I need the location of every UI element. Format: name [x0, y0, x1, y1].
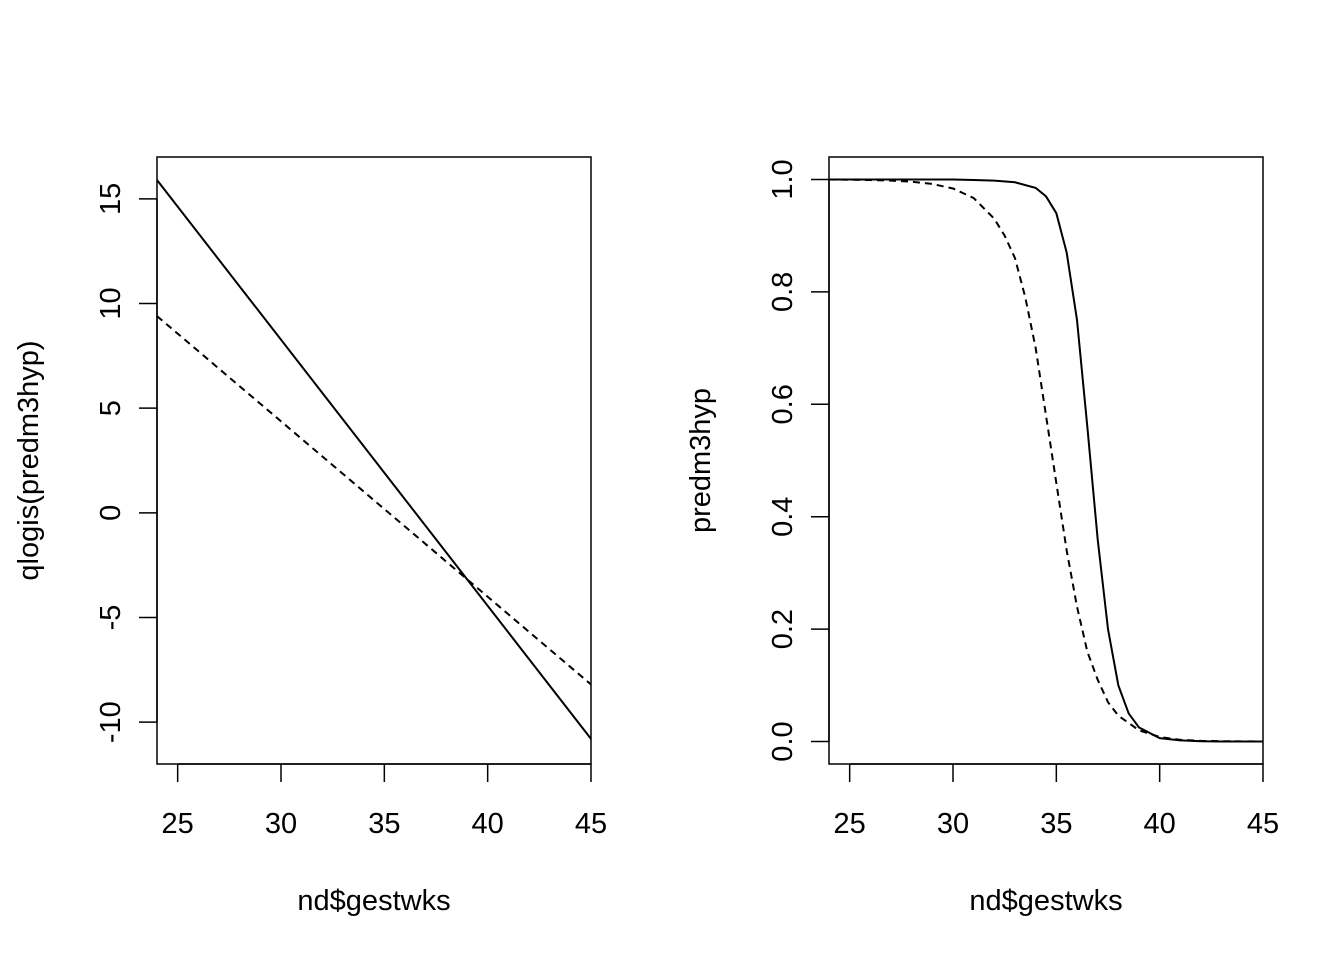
x-tick-label: 45: [575, 808, 607, 840]
y-tick-label: 0: [95, 505, 127, 521]
panel-right-probability: 25 30 35 40 45 0.0 0.2 0.4 0.6 0.8 1.0 nd$gestwks…: [685, 156, 1279, 917]
x-tick-label: 30: [937, 808, 969, 840]
x-tick-label: 45: [1247, 808, 1279, 840]
y-tick-label: 0.8: [767, 272, 799, 312]
series-line-dashed: [828, 178, 1264, 743]
y-axis: -10 -5 0 5 10 15: [95, 183, 158, 743]
series-layer: [156, 179, 592, 740]
series-line-solid: [156, 179, 592, 740]
y-tick-label: 0.0: [767, 721, 799, 761]
panel-left-logit: 25 30 35 40 45 -10 -5 0 5 10 15 nd$gestwks qlogis…: [13, 156, 607, 917]
x-axis-label: nd$gestwks: [297, 885, 450, 917]
series-line-dashed: [156, 315, 592, 686]
y-axis: 0.0 0.2 0.4 0.6 0.8 1.0: [767, 159, 830, 762]
y-axis-label: predm3hyp: [685, 388, 717, 533]
y-tick-label: 0.4: [767, 497, 799, 537]
y-tick-label: 10: [95, 287, 127, 319]
x-tick-label: 40: [1144, 808, 1176, 840]
y-tick-label: 15: [95, 183, 127, 215]
x-axis-label: nd$gestwks: [969, 885, 1122, 917]
y-tick-label: -5: [95, 605, 127, 631]
y-tick-label: 5: [95, 400, 127, 416]
y-tick-label: -10: [95, 701, 127, 743]
y-tick-label: 1.0: [767, 159, 799, 199]
x-tick-label: 25: [834, 808, 866, 840]
x-tick-label: 40: [472, 808, 504, 840]
x-axis: 25 30 35 40 45: [834, 763, 1279, 840]
y-tick-label: 0.2: [767, 609, 799, 649]
x-tick-label: 35: [368, 808, 400, 840]
x-tick-label: 25: [162, 808, 194, 840]
x-tick-label: 35: [1040, 808, 1072, 840]
x-axis: 25 30 35 40 45: [162, 763, 607, 840]
series-layer: [828, 178, 1264, 743]
y-axis-label: qlogis(predm3hyp): [13, 340, 45, 580]
y-tick-label: 0.6: [767, 384, 799, 424]
x-tick-label: 30: [265, 808, 297, 840]
